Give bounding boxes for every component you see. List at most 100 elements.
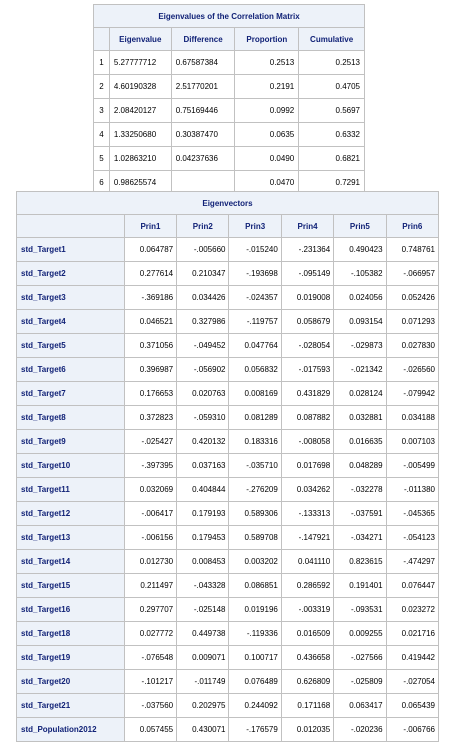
row-header-variable: std_Target19 — [16, 645, 125, 670]
loading-cell-prin5: 0.823615 — [333, 549, 387, 574]
eigenvalue-cell: 1.33250680 — [108, 122, 172, 147]
loading-cell-prin4: 0.012035 — [280, 717, 335, 742]
table-row: std_Target11 0.032069 0.404844 -.276209 0.03… — [16, 477, 440, 502]
row-number: 5 — [93, 146, 110, 171]
loading-cell-prin3: 0.244092 — [228, 693, 282, 718]
loading-cell-prin1: 0.297707 — [123, 597, 178, 622]
loading-cell-prin5: 0.063417 — [333, 693, 387, 718]
table-row: std_Target18 0.027772 0.449738 -.119336 0.01… — [16, 621, 440, 646]
eigenvectors-caption: Eigenvectors — [16, 191, 439, 215]
eigenvalues-table: Eigenvalues of the Correlation Matrix Ei… — [93, 4, 365, 195]
cumulative-cell: 0.7291 — [298, 170, 365, 195]
table-row: 5 1.02863210 0.04237636 0.0490 0.6821 — [93, 146, 365, 171]
loading-cell-prin2: 0.420132 — [176, 429, 230, 454]
table-row: std_Target21 -.037560 0.202975 0.244092 0.17… — [16, 693, 440, 718]
loading-cell-prin3: 0.019196 — [228, 597, 282, 622]
col-header-cumulative: Cumulative — [298, 27, 365, 51]
table-row: std_Target12 -.006417 0.179193 0.589306 -.13… — [16, 501, 440, 526]
col-header-prin6: Prin6 — [385, 214, 440, 238]
loading-cell-prin6: 0.076447 — [385, 573, 440, 598]
loading-cell-prin5: 0.028124 — [333, 381, 387, 406]
eigenvalue-cell: 1.02863210 — [108, 146, 172, 171]
loading-cell-prin2: 0.009071 — [176, 645, 230, 670]
loading-cell-prin4: 0.041110 — [280, 549, 335, 574]
col-header-proportion: Proportion — [234, 27, 300, 51]
loading-cell-prin1: 0.371056 — [123, 333, 178, 358]
difference-cell: 0.75169446 — [170, 98, 236, 123]
loading-cell-prin2: 0.179193 — [176, 501, 230, 526]
loading-cell-prin6: 0.021716 — [385, 621, 440, 646]
table-row: std_Target19 -.076548 0.009071 0.100717 0.43… — [16, 645, 440, 670]
loading-cell-prin4: -.147921 — [280, 525, 335, 550]
loading-cell-prin1: 0.064787 — [123, 237, 178, 262]
loading-cell-prin3: -.015240 — [228, 237, 282, 262]
row-header-variable: std_Target15 — [16, 573, 125, 598]
table-row: std_Target10 -.397395 0.037163 -.035710 0.01… — [16, 453, 440, 478]
loading-cell-prin3: 0.056832 — [228, 357, 282, 382]
col-header-prin2: Prin2 — [176, 214, 230, 238]
row-header-variable: std_Target6 — [16, 357, 125, 382]
loading-cell-prin4: 0.171168 — [280, 693, 335, 718]
proportion-cell: 0.0992 — [234, 98, 300, 123]
loading-cell-prin1: -.369186 — [123, 285, 178, 310]
cumulative-cell: 0.4705 — [298, 74, 365, 99]
loading-cell-prin3: 0.047764 — [228, 333, 282, 358]
loading-cell-prin2: 0.430071 — [176, 717, 230, 742]
loading-cell-prin6: 0.748761 — [385, 237, 440, 262]
table-row: std_Target2 0.277614 0.210347 -.193698 -.095… — [16, 261, 440, 286]
table-row: std_Target7 0.176653 0.020763 0.008169 0.431… — [16, 381, 440, 406]
table-row: std_Target5 0.371056 -.049452 0.047764 -.028… — [16, 333, 440, 358]
table-row: std_Target15 0.211497 -.043328 0.086851 0.28… — [16, 573, 440, 598]
cumulative-cell: 0.6821 — [298, 146, 365, 171]
loading-cell-prin4: 0.034262 — [280, 477, 335, 502]
loading-cell-prin4: -.003319 — [280, 597, 335, 622]
table-row: 2 4.60190328 2.51770201 0.2191 0.4705 — [93, 74, 365, 99]
table-row: std_Population2012 0.057455 0.430071 -.1765… — [16, 717, 440, 742]
row-header-variable: std_Target10 — [16, 453, 125, 478]
eigenvalue-cell: 2.08420127 — [108, 98, 172, 123]
table-row: std_Target1 0.064787 -.005660 -.015240 -.231… — [16, 237, 440, 262]
loading-cell-prin3: 0.589708 — [228, 525, 282, 550]
loading-cell-prin4: 0.087882 — [280, 405, 335, 430]
table-row: std_Target13 -.006156 0.179453 0.589708 -.14… — [16, 525, 440, 550]
row-header-variable: std_Target7 — [16, 381, 125, 406]
row-number: 1 — [93, 50, 110, 75]
loading-cell-prin2: -.059310 — [176, 405, 230, 430]
col-header-prin1: Prin1 — [123, 214, 178, 238]
difference-cell: 2.51770201 — [170, 74, 236, 99]
row-header-variable: std_Target18 — [16, 621, 125, 646]
proportion-cell: 0.0490 — [234, 146, 300, 171]
loading-cell-prin5: 0.024056 — [333, 285, 387, 310]
loading-cell-prin4: -.231364 — [280, 237, 335, 262]
loading-cell-prin1: 0.057455 — [123, 717, 178, 742]
difference-cell: 0.30387470 — [170, 122, 236, 147]
loading-cell-prin2: 0.404844 — [176, 477, 230, 502]
loading-cell-prin1: 0.396987 — [123, 357, 178, 382]
loading-cell-prin2: -.005660 — [176, 237, 230, 262]
row-header-variable: std_Target4 — [16, 309, 125, 334]
loading-cell-prin3: -.193698 — [228, 261, 282, 286]
loading-cell-prin2: -.049452 — [176, 333, 230, 358]
loading-cell-prin2: -.011749 — [176, 669, 230, 694]
eigenvalues-corner — [93, 27, 110, 51]
loading-cell-prin3: 0.076489 — [228, 669, 282, 694]
loading-cell-prin5: 0.009255 — [333, 621, 387, 646]
col-header-prin4: Prin4 — [280, 214, 335, 238]
loading-cell-prin6: -.027054 — [385, 669, 440, 694]
loading-cell-prin5: 0.093154 — [333, 309, 387, 334]
difference-cell: 0.67587384 — [170, 50, 236, 75]
loading-cell-prin1: 0.032069 — [123, 477, 178, 502]
loading-cell-prin2: 0.210347 — [176, 261, 230, 286]
loading-cell-prin1: -.006156 — [123, 525, 178, 550]
loading-cell-prin1: -.076548 — [123, 645, 178, 670]
row-header-variable: std_Target11 — [16, 477, 125, 502]
cumulative-cell: 0.5697 — [298, 98, 365, 123]
loading-cell-prin3: 0.589306 — [228, 501, 282, 526]
row-header-variable: std_Target8 — [16, 405, 125, 430]
loading-cell-prin1: 0.277614 — [123, 261, 178, 286]
table-row: std_Target8 0.372823 -.059310 0.081289 0.087… — [16, 405, 440, 430]
loading-cell-prin3: 0.003202 — [228, 549, 282, 574]
loading-cell-prin5: 0.032881 — [333, 405, 387, 430]
cumulative-cell: 0.2513 — [298, 50, 365, 75]
loading-cell-prin5: 0.490423 — [333, 237, 387, 262]
